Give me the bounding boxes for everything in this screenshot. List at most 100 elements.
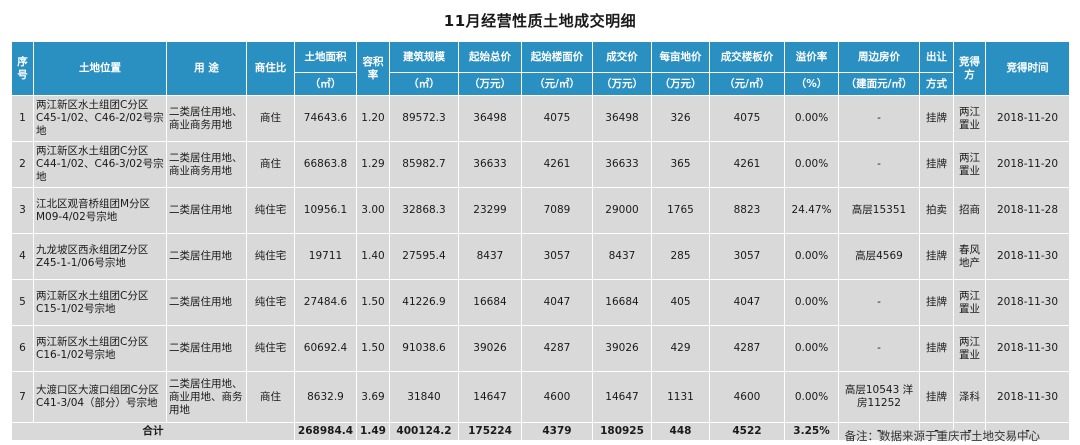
header-time: 竞得时间 [985, 41, 1070, 96]
cell-premium: 0.00% [784, 325, 839, 372]
header-method-unit: 方式 [919, 72, 954, 96]
cell-premium: 0.00% [784, 279, 839, 326]
cell-time: 2018-11-30 [985, 279, 1070, 326]
cell-use: 二类居住用地 [166, 233, 247, 280]
total-deal: 180925 [592, 422, 652, 441]
header-nearby-unit: （建面元/㎡） [838, 72, 920, 96]
cell-winner: 两江置业 [953, 279, 986, 326]
cell-build: 89572.3 [389, 95, 459, 142]
cell-deal: 8437 [592, 233, 652, 280]
cell-time: 2018-11-28 [985, 187, 1070, 234]
cell-method: 挂牌 [919, 95, 954, 142]
total-per-mu: 448 [651, 422, 710, 441]
header-nearby: 周边房价 [838, 41, 920, 73]
cell-far: 1.40 [356, 233, 390, 280]
cell-seq: 4 [11, 233, 34, 280]
cell-seq: 5 [11, 279, 34, 326]
cell-area: 8632.9 [294, 371, 357, 423]
cell-build: 31840 [389, 371, 459, 423]
header-premium-unit: （%） [784, 72, 839, 96]
cell-per-mu: 365 [651, 141, 710, 188]
cell-far: 1.50 [356, 325, 390, 372]
cell-location: 两江新区水土组团C分区C15-1/02号宗地 [33, 279, 167, 326]
cell-build: 27595.4 [389, 233, 459, 280]
cell-far: 3.00 [356, 187, 390, 234]
cell-nearby: 高层15351 [838, 187, 920, 234]
cell-method: 挂牌 [919, 279, 954, 326]
cell-start-floor: 4075 [521, 95, 593, 142]
cell-ratio: 商住 [246, 371, 295, 423]
cell-build: 91038.6 [389, 325, 459, 372]
cell-deal-floor: 4075 [709, 95, 785, 142]
cell-winner: 两江置业 [953, 95, 986, 142]
cell-premium: 0.00% [784, 233, 839, 280]
header-far: 容积率 [356, 41, 390, 96]
header-deal-floor: 成交楼板价 [709, 41, 785, 73]
cell-use: 二类居住用地 [166, 325, 247, 372]
header-build: 建筑规模 [389, 41, 459, 73]
cell-per-mu: 405 [651, 279, 710, 326]
table-row: 5 两江新区水土组团C分区C15-1/02号宗地 二类居住用地 纯住宅 2748… [11, 279, 1070, 326]
cell-area: 19711 [294, 233, 357, 280]
header-per-mu-unit: （万元） [651, 72, 710, 96]
cell-start-total: 8437 [458, 233, 522, 280]
cell-winner: 两江置业 [953, 325, 986, 372]
cell-per-mu: 429 [651, 325, 710, 372]
cell-far: 1.20 [356, 95, 390, 142]
cell-per-mu: 326 [651, 95, 710, 142]
cell-method: 挂牌 [919, 325, 954, 372]
total-build: 400124.2 [389, 422, 459, 441]
cell-deal-floor: 4047 [709, 279, 785, 326]
cell-build: 32868.3 [389, 187, 459, 234]
cell-deal: 39026 [592, 325, 652, 372]
cell-winner: 春风地产 [953, 233, 986, 280]
cell-per-mu: 285 [651, 233, 710, 280]
header-method: 出让 [919, 41, 954, 73]
total-premium: 3.25% [784, 422, 839, 441]
cell-nearby: 高层10543 洋房11252 [838, 371, 920, 423]
cell-ratio: 纯住宅 [246, 233, 295, 280]
cell-premium: 0.00% [784, 371, 839, 423]
header-ratio: 商住比 [246, 41, 295, 96]
cell-seq: 1 [11, 95, 34, 142]
table-row: 2 两江新区水土组团C分区C44-1/02、C46-3/02号宗地 二类居住用地… [11, 141, 1070, 188]
cell-use: 二类居住用地、商业商务用地 [166, 95, 247, 142]
cell-deal-floor: 4287 [709, 325, 785, 372]
total-method: - [919, 422, 954, 441]
cell-seq: 6 [11, 325, 34, 372]
cell-start-floor: 4287 [521, 325, 593, 372]
cell-ratio: 商住 [246, 141, 295, 188]
cell-build: 41226.9 [389, 279, 459, 326]
header-start-total-unit: （万元） [458, 72, 522, 96]
total-label: 合计 [11, 422, 295, 441]
cell-use: 二类居住用地、商业用地、商务用地 [166, 371, 247, 423]
cell-area: 60692.4 [294, 325, 357, 372]
cell-time: 2018-11-30 [985, 233, 1070, 280]
cell-nearby: - [838, 325, 920, 372]
cell-start-floor: 7089 [521, 187, 593, 234]
cell-method: 挂牌 [919, 371, 954, 423]
cell-seq: 2 [11, 141, 34, 188]
cell-seq: 3 [11, 187, 34, 234]
cell-area: 74643.6 [294, 95, 357, 142]
cell-seq: 7 [11, 371, 34, 423]
cell-deal: 36498 [592, 95, 652, 142]
cell-start-floor: 4600 [521, 371, 593, 423]
cell-ratio: 纯住宅 [246, 279, 295, 326]
cell-deal-floor: 8823 [709, 187, 785, 234]
cell-nearby: - [838, 279, 920, 326]
total-start-total: 175224 [458, 422, 522, 441]
header-build-unit: （㎡） [389, 72, 459, 96]
table-row: 4 九龙坡区西永组团Z分区Z45-1-1/06号宗地 二类居住用地 纯住宅 19… [11, 233, 1070, 280]
header-start-total: 起始总价 [458, 41, 522, 73]
cell-ratio: 纯住宅 [246, 325, 295, 372]
cell-location: 两江新区水土组团C分区C16-1/02号宗地 [33, 325, 167, 372]
cell-time: 2018-11-30 [985, 371, 1070, 423]
total-time: - [985, 422, 1070, 441]
header-seq: 序号 [11, 41, 34, 96]
cell-use: 二类居住用地 [166, 187, 247, 234]
cell-time: 2018-11-30 [985, 325, 1070, 372]
table-row: 6 两江新区水土组团C分区C16-1/02号宗地 二类居住用地 纯住宅 6069… [11, 325, 1070, 372]
cell-area: 10956.1 [294, 187, 357, 234]
cell-far: 1.50 [356, 279, 390, 326]
